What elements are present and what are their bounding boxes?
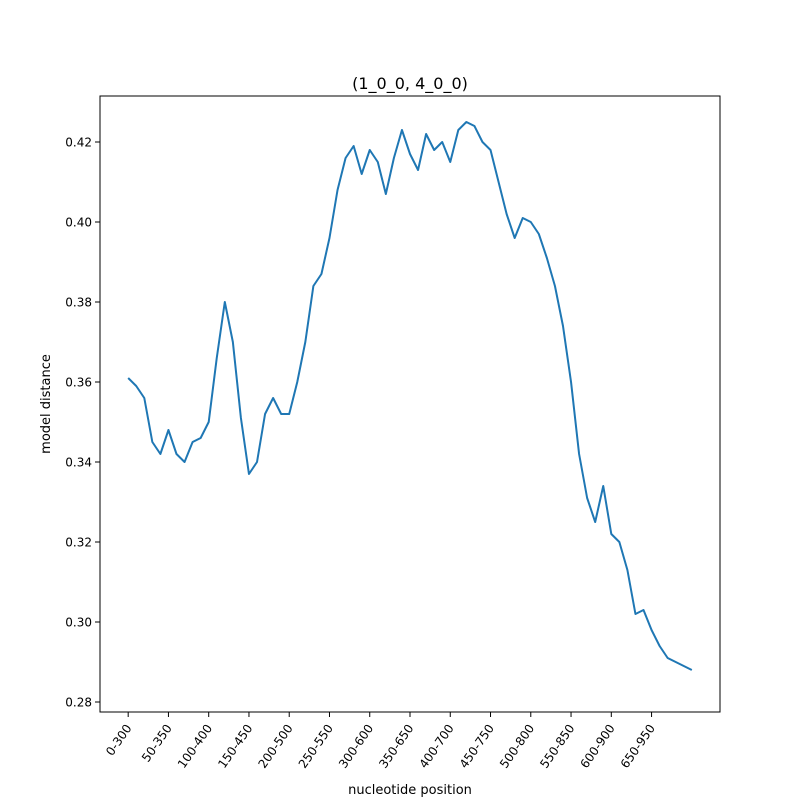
y-tick-label: 0.32 xyxy=(65,536,92,550)
plot-content xyxy=(127,121,693,671)
x-axis-label: nucleotide position xyxy=(348,783,472,798)
y-axis-label: model distance xyxy=(39,354,54,454)
y-tick-label: 0.34 xyxy=(65,456,92,470)
series-line-0 xyxy=(127,121,693,671)
y-tick-label: 0.36 xyxy=(65,376,92,390)
y-tick-label: 0.40 xyxy=(65,216,92,230)
y-axis: 0.28 0.30 0.32 0.34 0.36 0.38 0.40 0.42 xyxy=(65,136,100,710)
y-tick-label: 0.42 xyxy=(65,136,92,150)
chart-title: (1_0_0, 4_0_0) xyxy=(352,74,468,94)
y-tick-label: 0.38 xyxy=(65,296,92,310)
y-tick-label: 0.30 xyxy=(65,616,92,630)
y-tick-label: 0.28 xyxy=(65,696,92,710)
